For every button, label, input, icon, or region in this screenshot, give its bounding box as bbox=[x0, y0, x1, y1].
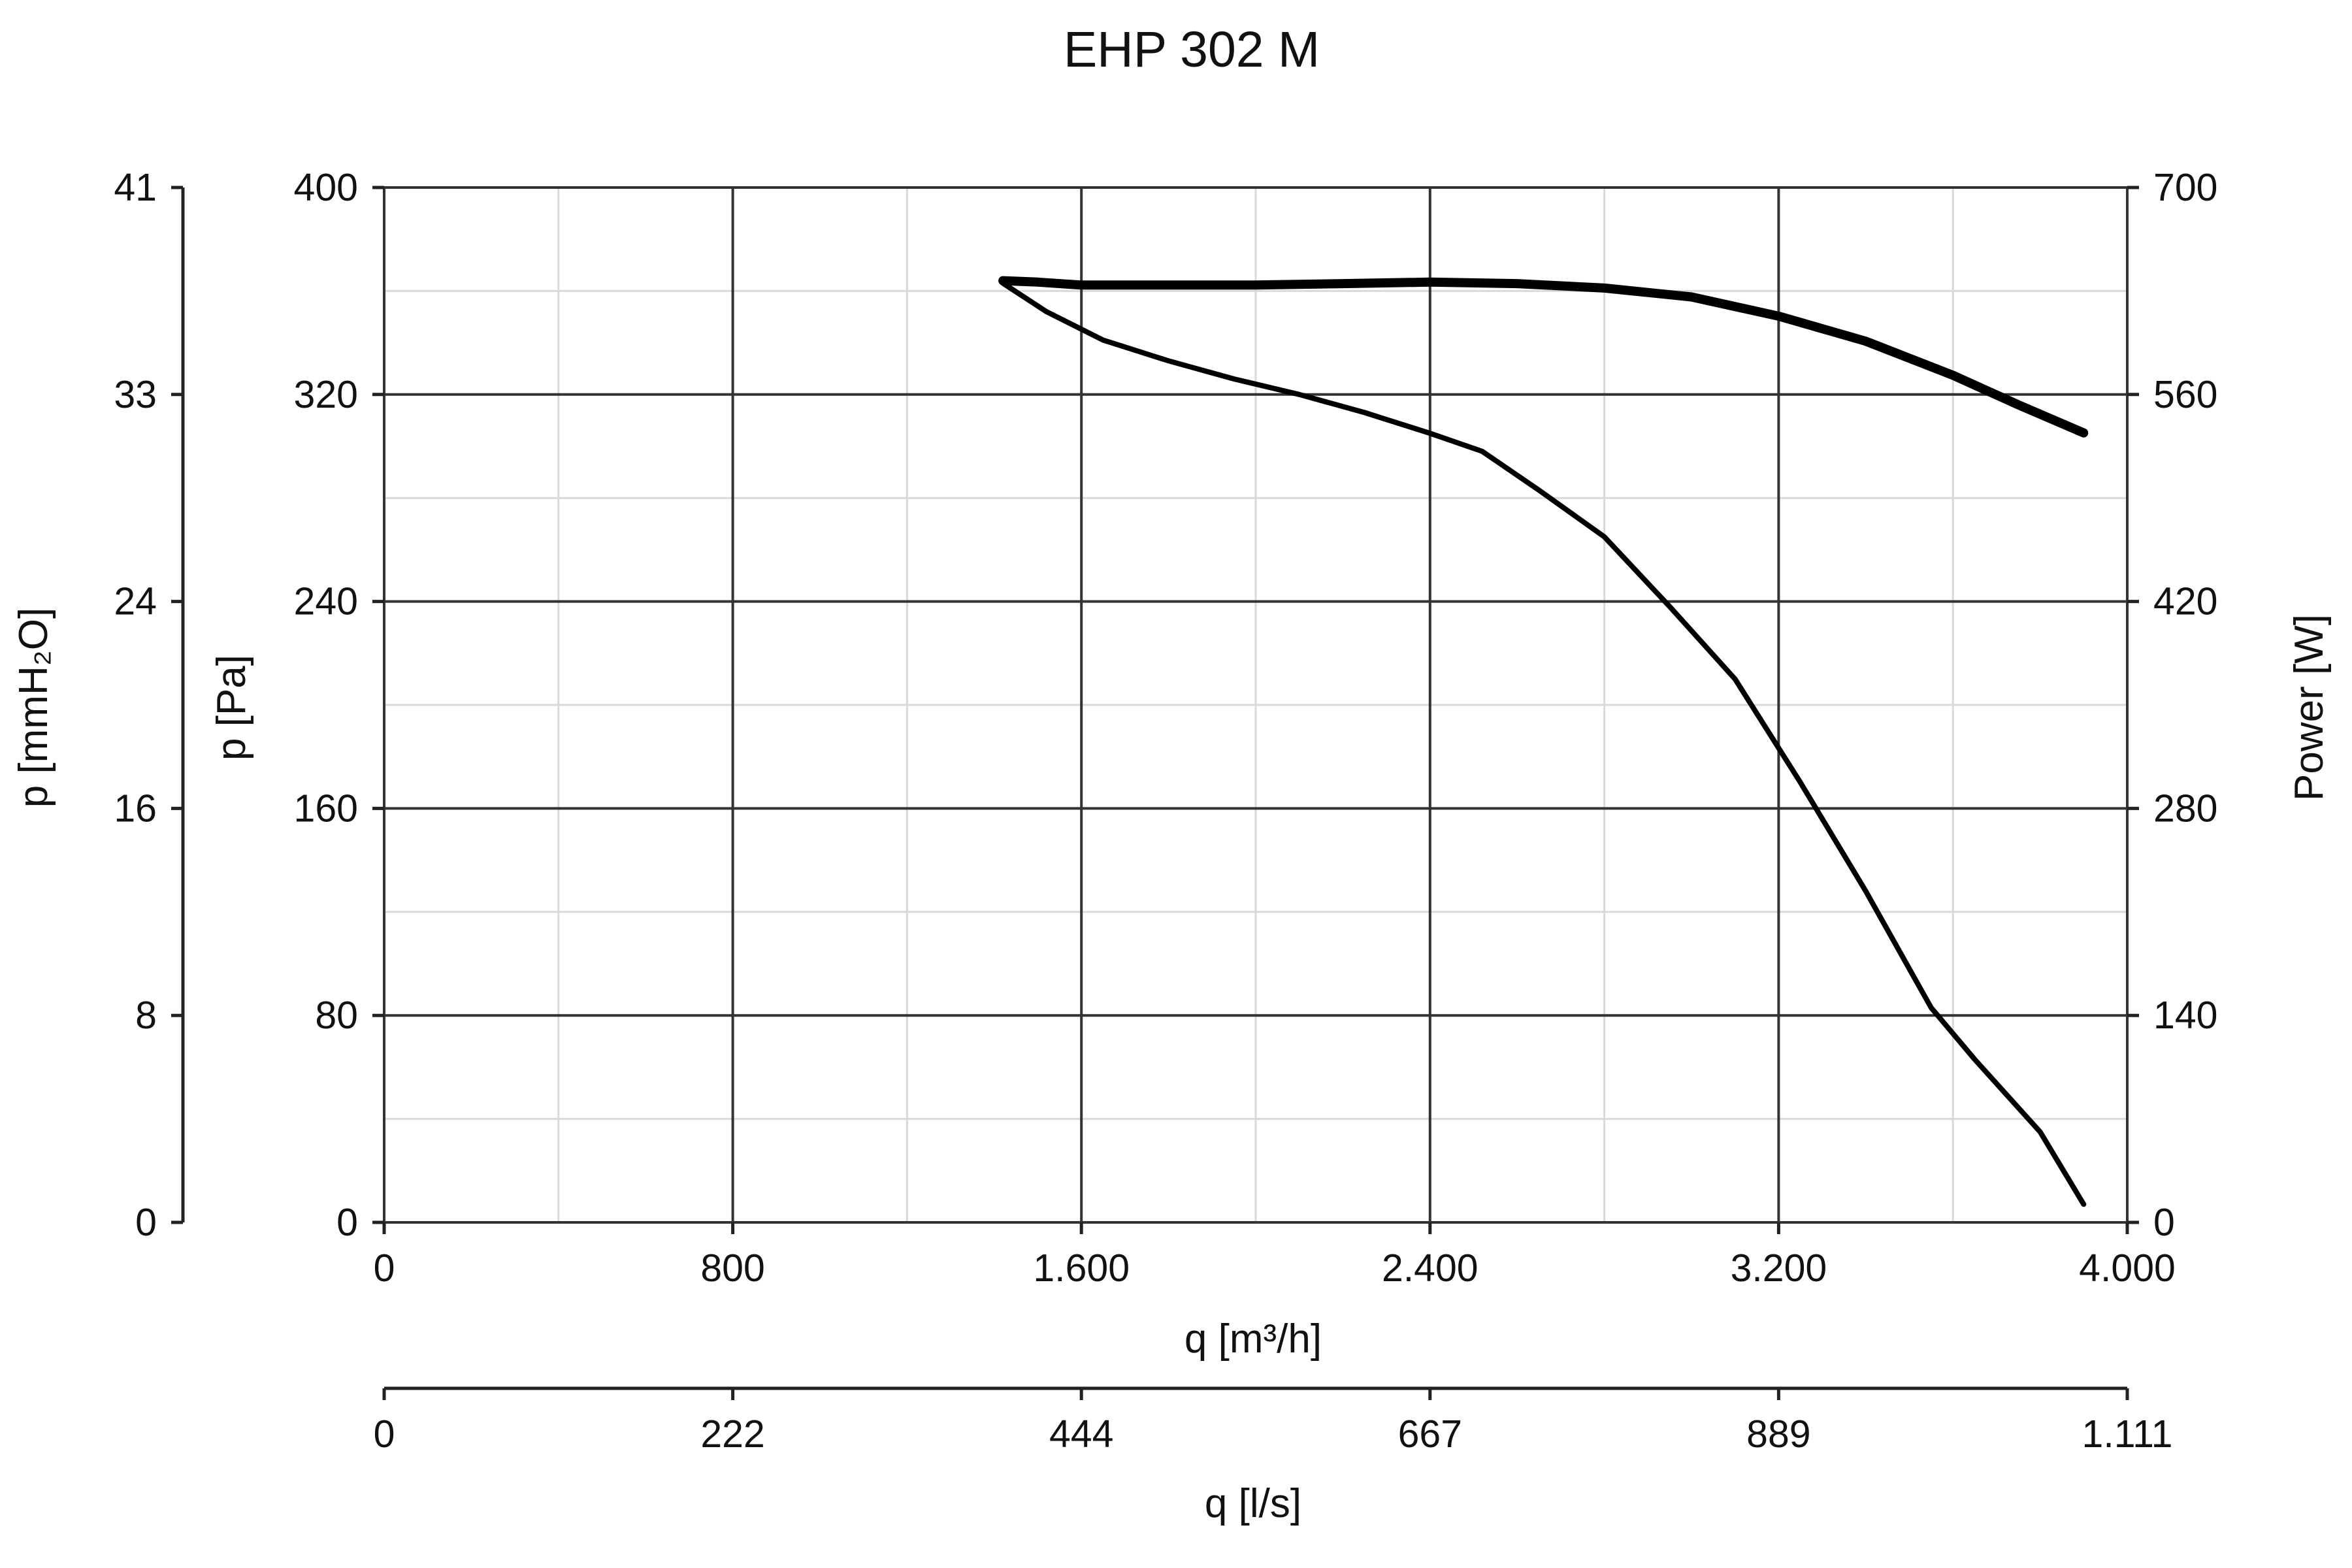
y-axis-label: p [Pa] bbox=[209, 655, 254, 760]
y2-tick-label: 0 bbox=[2153, 1201, 2175, 1244]
y2-tick-label: 560 bbox=[2153, 373, 2217, 416]
y-tick-label: 240 bbox=[294, 580, 358, 623]
y-tick-label: 80 bbox=[315, 994, 358, 1037]
y-outer-tick-label: 8 bbox=[135, 994, 157, 1037]
y-tick-label: 320 bbox=[294, 373, 358, 416]
y-outer-tick-label: 0 bbox=[135, 1201, 157, 1244]
y2-tick-label: 140 bbox=[2153, 994, 2217, 1037]
x2-tick-label: 0 bbox=[374, 1413, 395, 1456]
x-tick-label: 1.600 bbox=[1033, 1247, 1130, 1290]
tick-labels: 0 80 160 240 320 400 0 8 16 24 33 41 0 140 280 420 560 70… bbox=[114, 166, 2217, 1456]
y-tick-label: 400 bbox=[294, 166, 358, 209]
x2-tick-label: 1.111 bbox=[2082, 1413, 2173, 1456]
y2-tick-label: 700 bbox=[2153, 166, 2217, 209]
y-outer-axis-label: p [mmH₂O] bbox=[11, 608, 56, 808]
y-tick-label: 160 bbox=[294, 787, 358, 830]
y2-tick-label: 280 bbox=[2153, 787, 2217, 830]
x-tick-label: 2.400 bbox=[1382, 1247, 1478, 1290]
x2-tick-label: 444 bbox=[1049, 1413, 1113, 1456]
x-tick-label: 3.200 bbox=[1731, 1247, 1827, 1290]
x2-tick-label: 889 bbox=[1746, 1413, 1810, 1456]
power-curve bbox=[998, 276, 2089, 438]
x-tick-label: 4.000 bbox=[2079, 1247, 2176, 1290]
axes bbox=[171, 186, 2139, 1400]
y-outer-tick-label: 16 bbox=[114, 787, 157, 830]
chart-title: EHP 302 M bbox=[1064, 22, 1320, 78]
x2-axis-label: q [l/s] bbox=[1205, 1481, 1301, 1526]
y-tick-label: 0 bbox=[336, 1201, 358, 1244]
x-tick-label: 0 bbox=[374, 1247, 395, 1290]
x2-tick-label: 667 bbox=[1398, 1413, 1462, 1456]
x2-tick-label: 222 bbox=[700, 1413, 764, 1456]
pressure-curve bbox=[1000, 280, 2087, 1207]
series-layer bbox=[998, 276, 2089, 1207]
y-outer-tick-label: 33 bbox=[114, 373, 157, 416]
x-axis-label: q [m³/h] bbox=[1184, 1316, 1322, 1362]
y2-tick-label: 420 bbox=[2153, 580, 2217, 623]
x-tick-label: 800 bbox=[700, 1247, 764, 1290]
y-outer-tick-label: 41 bbox=[114, 166, 157, 209]
minor-grid bbox=[384, 188, 2127, 1222]
y2-axis-label: Power [W] bbox=[2287, 614, 2332, 801]
major-grid bbox=[383, 186, 2129, 1224]
y-outer-tick-label: 24 bbox=[114, 580, 157, 623]
